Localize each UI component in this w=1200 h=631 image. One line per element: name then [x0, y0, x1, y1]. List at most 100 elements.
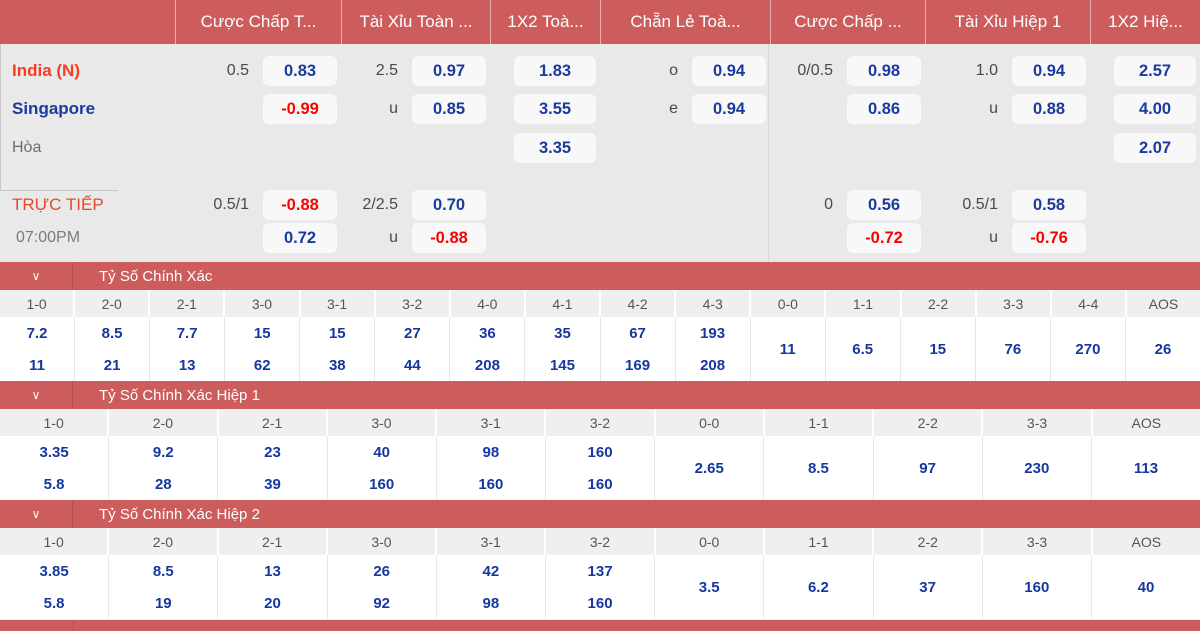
score-odds-value[interactable]: 9.2 — [152, 443, 174, 461]
odds-chip[interactable]: 1.83 — [514, 56, 596, 86]
section-collapse-cell[interactable]: ∨ — [0, 500, 73, 528]
odds-chip[interactable]: 0.97 — [412, 56, 486, 86]
odds-chip[interactable]: 0.94 — [692, 94, 766, 124]
odds-chip[interactable]: 0.85 — [412, 94, 486, 124]
score-odds-value[interactable]: 3.5 — [698, 578, 720, 596]
score-odds-value[interactable]: 160 — [1024, 578, 1050, 596]
score-odds-value[interactable]: 145 — [549, 356, 575, 374]
section-collapse-cell[interactable]: ∨ — [0, 262, 73, 290]
odds-group-cell: 4.00 — [1090, 90, 1200, 128]
odds-chip[interactable]: 0.86 — [847, 94, 921, 124]
odds-chip[interactable]: -0.88 — [263, 189, 337, 220]
odds-chip[interactable]: 4.00 — [1114, 94, 1196, 124]
odds-chip[interactable]: 0.70 — [412, 189, 486, 220]
score-odds-value[interactable]: 160 — [478, 475, 504, 493]
score-odds-value[interactable]: 13 — [178, 356, 196, 374]
score-odds-value[interactable]: 39 — [264, 475, 281, 493]
score-odds-value[interactable]: 92 — [373, 594, 390, 612]
score-odds-value[interactable]: 28 — [154, 475, 172, 493]
section-collapse-cell[interactable]: ∨ — [0, 381, 73, 409]
score-odds-value[interactable]: 19 — [154, 594, 172, 612]
odds-chip[interactable]: 0.83 — [263, 56, 337, 86]
score-odds-value[interactable]: 38 — [328, 356, 346, 374]
score-odds-value[interactable]: 37 — [919, 578, 936, 596]
score-odds-value[interactable]: 3.35 — [39, 443, 69, 461]
score-odds-value[interactable]: 36 — [479, 324, 496, 342]
odds-chip[interactable]: 0.94 — [1012, 56, 1086, 86]
score-odds-value[interactable]: 35 — [554, 324, 571, 342]
odds-chip[interactable]: 3.55 — [514, 94, 596, 124]
score-odds-column: 98 160 — [435, 436, 545, 500]
section-header-bar[interactable]: ∨ Tỷ Số Chính Xác Hiệp 2 — [0, 500, 1200, 528]
odds-row-spacer — [0, 168, 1200, 188]
odds-row-live2: 07:00PM 0.72 u -0.88 -0.72 u -0.76 — [0, 221, 1200, 254]
score-odds-value[interactable]: 3.85 — [39, 562, 69, 580]
score-odds-value[interactable]: 26 — [373, 562, 390, 580]
score-odds-value[interactable]: 44 — [404, 356, 421, 374]
score-odds-value[interactable]: 98 — [482, 443, 500, 461]
score-odds-value[interactable]: 40 — [1137, 578, 1155, 596]
odds-chip[interactable]: 2.07 — [1114, 133, 1196, 163]
score-odds-value[interactable]: 5.8 — [43, 475, 65, 493]
score-odds-value[interactable]: 113 — [1133, 459, 1159, 477]
score-odds-value[interactable]: 15 — [929, 340, 947, 358]
score-odds-value[interactable]: 8.5 — [807, 459, 829, 477]
score-odds-column: 7.2 11 — [0, 317, 74, 381]
odds-chip[interactable]: 0.58 — [1012, 189, 1086, 220]
score-odds-value[interactable]: 11 — [779, 340, 796, 358]
score-odds-value[interactable]: 42 — [482, 562, 500, 580]
score-odds-value[interactable]: 270 — [1075, 340, 1101, 358]
score-odds-value[interactable]: 97 — [919, 459, 936, 477]
score-odds-value[interactable]: 27 — [404, 324, 421, 342]
odds-chip[interactable]: -0.76 — [1012, 222, 1086, 253]
score-odds-value[interactable]: 26 — [1154, 340, 1172, 358]
score-odds-value[interactable]: 230 — [1024, 459, 1050, 477]
score-odds-value[interactable]: 208 — [474, 356, 500, 374]
odds-chip[interactable]: 0.56 — [847, 189, 921, 220]
score-odds-value[interactable]: 7.7 — [176, 324, 198, 342]
score-odds-value[interactable]: 15 — [328, 324, 346, 342]
score-odds-column: 3.5 — [654, 555, 763, 619]
score-odds-value[interactable]: 137 — [587, 562, 613, 580]
odds-chip[interactable]: -0.88 — [412, 222, 486, 253]
score-odds-value[interactable]: 13 — [264, 562, 281, 580]
score-odds-value[interactable]: 23 — [264, 443, 281, 461]
score-odds-value[interactable]: 76 — [1004, 340, 1022, 358]
score-odds-value[interactable]: 169 — [625, 356, 651, 374]
odds-chip[interactable]: -0.99 — [263, 94, 337, 124]
score-odds-value[interactable]: 62 — [253, 356, 271, 374]
score-odds-value[interactable]: 8.5 — [152, 562, 174, 580]
score-odds-value[interactable]: 8.5 — [101, 324, 123, 342]
odds-chip[interactable]: 0.98 — [847, 56, 921, 86]
section-header-bar[interactable]: ∨ Tỷ Số Chính Xác Hiệp 1 — [0, 381, 1200, 409]
score-odds-value[interactable]: 160 — [369, 475, 395, 493]
section-header-bar[interactable]: ∨ Tỷ Số Chính Xác — [0, 262, 1200, 290]
odds-chip[interactable]: -0.72 — [847, 222, 921, 253]
score-odds-value[interactable]: 160 — [587, 475, 613, 493]
score-odds-value[interactable]: 98 — [482, 594, 500, 612]
score-odds-value[interactable]: 193 — [700, 324, 726, 342]
score-odds-value[interactable]: 40 — [373, 443, 390, 461]
score-odds-column: 160 — [981, 555, 1091, 619]
score-odds-value[interactable]: 6.2 — [807, 578, 829, 596]
score-odds-value[interactable]: 15 — [253, 324, 271, 342]
odds-chip[interactable]: 0.88 — [1012, 94, 1086, 124]
score-odds-value[interactable]: 6.5 — [852, 340, 874, 358]
score-odds-value[interactable]: 208 — [700, 356, 726, 374]
score-odds-value[interactable]: 160 — [587, 443, 613, 461]
score-odds-value[interactable]: 2.65 — [694, 459, 724, 477]
odds-chip[interactable]: 2.57 — [1114, 56, 1196, 86]
score-odds-column: 8.5 — [763, 436, 872, 500]
odds-chip[interactable]: 3.35 — [514, 133, 596, 163]
score-odds-value[interactable]: 7.2 — [26, 324, 48, 342]
score-odds-value[interactable]: 11 — [29, 356, 45, 374]
next-section-bar-partial[interactable] — [0, 619, 1200, 631]
odds-chip[interactable]: 0.72 — [263, 222, 337, 253]
score-odds-value[interactable]: 20 — [264, 594, 281, 612]
score-column-header: 1-1 — [764, 409, 873, 436]
score-odds-value[interactable]: 21 — [103, 356, 121, 374]
score-odds-value[interactable]: 67 — [629, 324, 646, 342]
score-odds-value[interactable]: 160 — [587, 594, 613, 612]
odds-chip[interactable]: 0.94 — [692, 56, 766, 86]
score-odds-value[interactable]: 5.8 — [43, 594, 65, 612]
